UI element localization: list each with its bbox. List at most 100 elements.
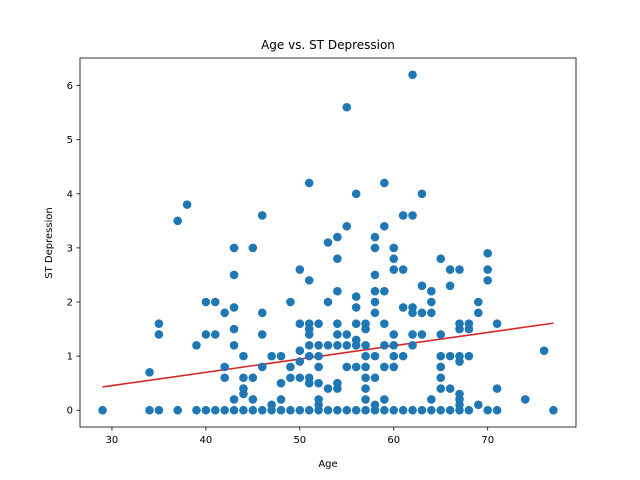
- data-point: [304, 351, 314, 361]
- data-point: [417, 405, 427, 415]
- data-point: [370, 243, 380, 253]
- data-point: [201, 330, 211, 339]
- data-point: [370, 286, 380, 296]
- data-point: [314, 319, 323, 328]
- data-point: [436, 384, 446, 393]
- data-point: [380, 286, 389, 296]
- data-point: [445, 351, 455, 361]
- data-point: [145, 368, 154, 377]
- data-point: [220, 362, 229, 372]
- data-point: [370, 270, 380, 280]
- data-point: [257, 362, 267, 372]
- data-point: [295, 373, 305, 383]
- data-point: [286, 373, 295, 383]
- data-point: [257, 211, 267, 220]
- data-point: [389, 243, 399, 253]
- data-point: [436, 351, 446, 361]
- data-point: [408, 341, 417, 350]
- data-point: [408, 211, 417, 220]
- data-point: [370, 373, 380, 383]
- data-point: [342, 330, 352, 339]
- data-point: [380, 319, 389, 328]
- data-point: [351, 319, 361, 328]
- data-point: [342, 405, 352, 415]
- data-point: [248, 395, 258, 404]
- data-point: [483, 265, 493, 274]
- data-point: [417, 281, 427, 291]
- data-point: [436, 373, 446, 383]
- data-point: [474, 400, 483, 410]
- data-point: [229, 324, 239, 334]
- data-point: [464, 351, 474, 361]
- data-point: [427, 286, 436, 296]
- data-point: [248, 405, 258, 415]
- data-point: [361, 405, 370, 415]
- data-point: [182, 200, 192, 209]
- data-point: [323, 238, 333, 247]
- data-point: [267, 351, 276, 361]
- data-point: [304, 405, 314, 415]
- chart-title: Age vs. ST Depression: [261, 38, 395, 52]
- data-point: [398, 211, 408, 220]
- data-point: [220, 373, 229, 383]
- data-point: [408, 70, 417, 80]
- data-point: [408, 405, 417, 415]
- data-point: [257, 405, 267, 415]
- data-point: [436, 330, 446, 339]
- data-point: [492, 405, 502, 415]
- data-point: [267, 400, 276, 410]
- data-point: [417, 308, 427, 318]
- data-point: [492, 384, 502, 393]
- data-point: [239, 373, 248, 383]
- data-point: [314, 351, 323, 361]
- data-point: [154, 330, 164, 339]
- y-tick-label: 3: [67, 243, 73, 254]
- data-point: [380, 221, 389, 231]
- data-point: [154, 405, 164, 415]
- data-point: [276, 351, 286, 361]
- data-point: [361, 362, 370, 372]
- data-point: [436, 254, 446, 264]
- data-point: [361, 319, 370, 328]
- data-point: [154, 319, 164, 328]
- data-point: [370, 400, 380, 410]
- data-point: [455, 389, 464, 399]
- data-point: [210, 330, 220, 339]
- data-point: [389, 362, 399, 372]
- trend-line-layer: [102, 322, 554, 388]
- data-point: [248, 243, 258, 253]
- data-point: [389, 351, 399, 361]
- data-point: [436, 405, 446, 415]
- data-point: [333, 286, 342, 296]
- data-point: [333, 319, 342, 328]
- data-point: [201, 405, 211, 415]
- y-tick-label: 2: [67, 298, 73, 309]
- data-point: [398, 303, 408, 312]
- data-point: [304, 178, 314, 188]
- data-point: [304, 276, 314, 285]
- data-point: [333, 330, 342, 339]
- data-point: [295, 319, 305, 328]
- data-point: [455, 265, 464, 274]
- data-point: [445, 405, 455, 415]
- data-point: [286, 405, 295, 415]
- data-point: [342, 221, 352, 231]
- data-point: [229, 405, 239, 415]
- data-point: [286, 362, 295, 372]
- data-point: [192, 405, 201, 415]
- data-point: [370, 308, 380, 318]
- data-point: [427, 405, 436, 415]
- data-point: [351, 335, 361, 345]
- data-point: [370, 351, 380, 361]
- data-point: [380, 362, 389, 372]
- data-point: [295, 405, 305, 415]
- data-point: [361, 341, 370, 350]
- data-point: [361, 395, 370, 404]
- data-point: [389, 405, 399, 415]
- y-tick-label: 1: [67, 352, 73, 363]
- data-point: [474, 308, 483, 318]
- data-point: [445, 384, 455, 393]
- data-point: [380, 395, 389, 404]
- data-point: [380, 178, 389, 188]
- data-point: [436, 362, 446, 372]
